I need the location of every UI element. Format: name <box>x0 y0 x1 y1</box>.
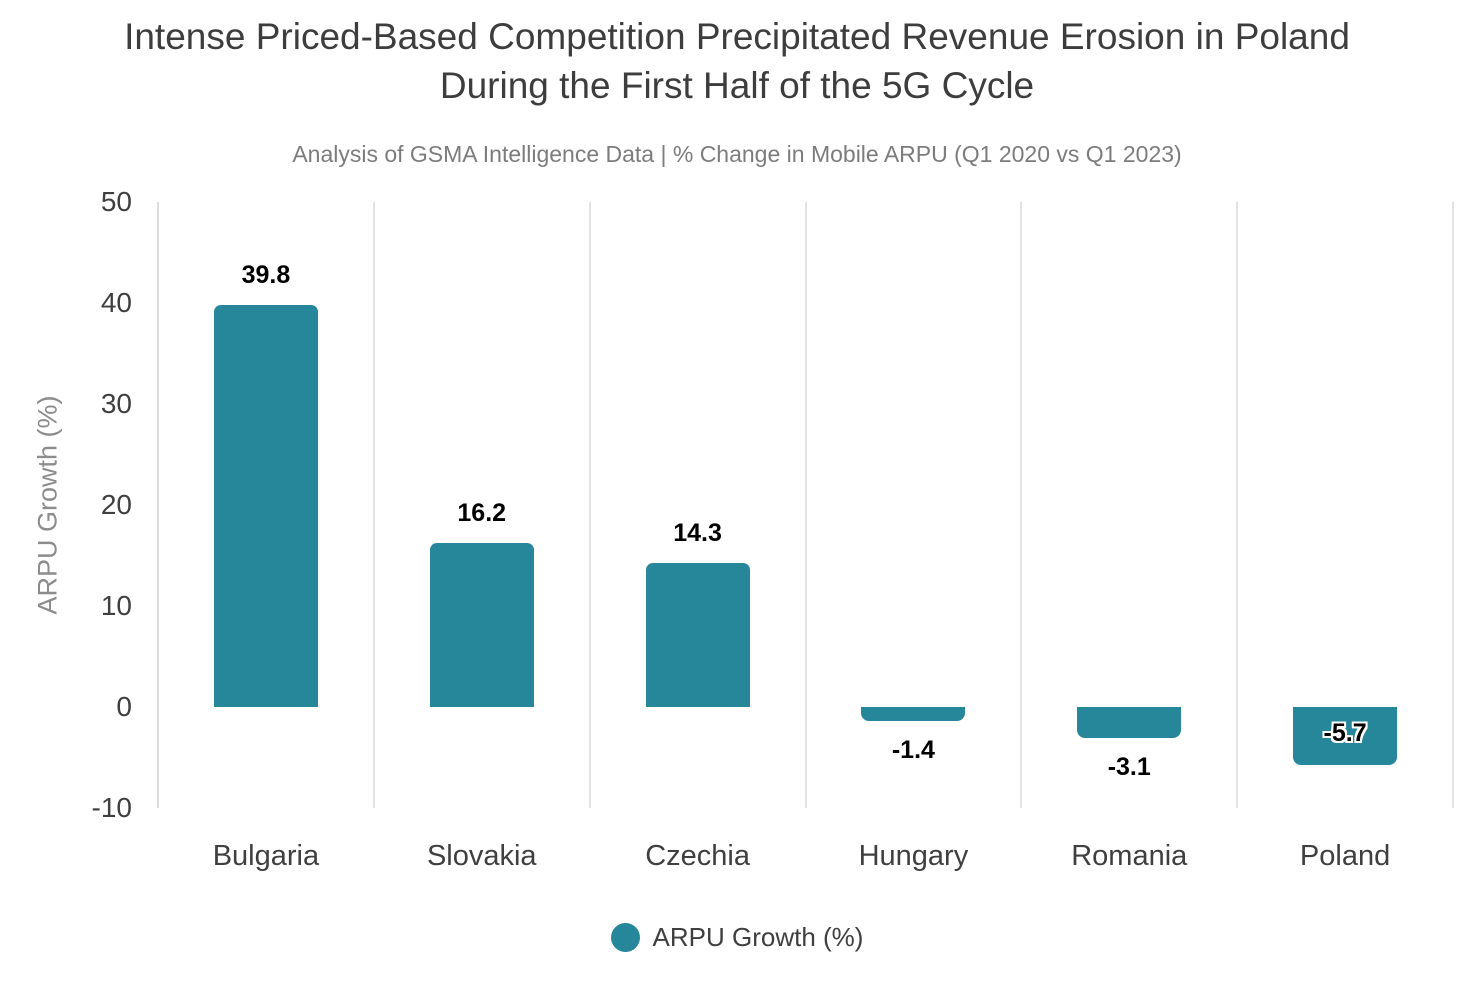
vertical-gridline <box>1236 202 1239 808</box>
value-label-hungary: -1.4 <box>891 736 935 765</box>
y-axis-line <box>157 202 159 808</box>
vertical-gridline <box>372 202 375 808</box>
value-label-bulgaria: 39.8 <box>241 261 291 290</box>
x-tick-label-hungary: Hungary <box>858 840 969 872</box>
y-tick-label-40: 40 <box>100 287 132 318</box>
bar-czechia[interactable] <box>645 562 750 707</box>
chart-title: Intense Priced-Based Competition Precipi… <box>124 16 1350 106</box>
x-tick-label-slovakia: Slovakia <box>426 840 537 872</box>
y-tick-label--10: -10 <box>91 792 132 823</box>
x-tick-label-czechia: Czechia <box>645 840 750 872</box>
value-label-slovakia: 16.2 <box>457 499 507 528</box>
x-tick-label-bulgaria: Bulgaria <box>212 840 320 872</box>
y-tick-label-20: 20 <box>100 489 132 520</box>
legend-marker-icon <box>610 923 640 952</box>
value-label-czechia: 14.3 <box>673 518 722 547</box>
bar-hungary[interactable] <box>861 707 966 722</box>
x-tick-label-romania: Romania <box>1071 840 1188 872</box>
vertical-gridline <box>1020 202 1023 808</box>
y-tick-label-50: 50 <box>100 186 132 217</box>
value-label-poland: -5.7 <box>1323 719 1367 747</box>
x-tick-label-poland: Poland <box>1299 840 1391 872</box>
legend-item-arpu-growth[interactable]: ARPU Growth (%) <box>0 922 1474 953</box>
bar-slovakia[interactable] <box>429 543 534 707</box>
legend-label: ARPU Growth (%) <box>652 922 864 952</box>
chart-subtitle: Analysis of GSMA Intelligence Data | % C… <box>292 141 1182 167</box>
y-tick-label-10: 10 <box>100 590 132 621</box>
vertical-gridline <box>1452 202 1454 808</box>
y-tick-label-0: 0 <box>116 691 132 722</box>
bar-romania[interactable] <box>1077 707 1182 739</box>
value-label-romania: -3.1 <box>1107 753 1151 782</box>
vertical-gridline <box>588 202 591 808</box>
bar-poland[interactable] <box>1293 707 1398 765</box>
y-tick-label-30: 30 <box>100 388 132 419</box>
bar-bulgaria[interactable] <box>213 305 318 707</box>
vertical-gridline <box>804 202 807 808</box>
